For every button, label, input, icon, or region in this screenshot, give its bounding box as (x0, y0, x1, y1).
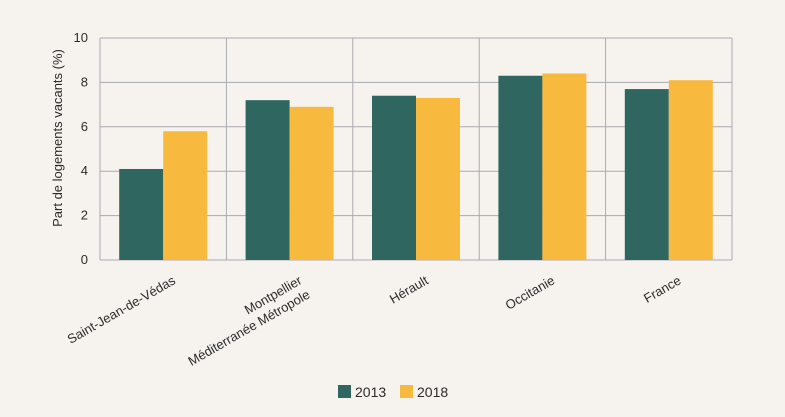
legend-swatch-2013 (338, 385, 351, 398)
legend-swatch-2018 (400, 385, 413, 398)
y-tick-label: 8 (81, 74, 88, 89)
x-category-label: Saint-Jean-de-Védas (65, 272, 179, 346)
x-category-label-line: France (641, 273, 684, 306)
y-tick-label: 10 (74, 30, 88, 45)
x-category-label-line: Hérault (387, 272, 431, 306)
bar-2018-0 (163, 131, 208, 260)
y-tick-label: 2 (81, 208, 88, 223)
y-tick-label: 0 (81, 252, 88, 267)
bar-2018-3 (542, 73, 587, 261)
y-tick-label: 4 (81, 163, 88, 178)
y-tick-label: 6 (81, 119, 88, 134)
x-category-label-line: Occitanie (503, 273, 557, 313)
bar-2018-1 (289, 106, 334, 260)
x-category-label: France (641, 273, 684, 306)
bar-2018-4 (668, 80, 713, 261)
bar-2018-2 (416, 97, 460, 260)
bar-2013-4 (624, 89, 669, 260)
legend-label-2018: 2018 (417, 384, 448, 400)
bars (119, 73, 713, 261)
bar-2013-2 (372, 95, 416, 260)
x-category-labels: Saint-Jean-de-Védas MontpellierMéditerran… (65, 272, 684, 368)
x-category-label-line: Saint-Jean-de-Védas (65, 272, 179, 346)
y-tick-labels: 0 2 4 6 8 10 (74, 30, 88, 267)
bar-2013-1 (245, 100, 290, 260)
x-category-label-line: Méditerranée Métropole (185, 287, 312, 369)
x-category-label: Hérault (387, 272, 431, 306)
x-category-label: Occitanie (503, 273, 557, 313)
bar-2013-3 (498, 75, 543, 261)
bar-2013-0 (119, 168, 164, 260)
x-category-label: MontpellierMéditerranée Métropole (177, 272, 313, 368)
y-axis-title: Part de logements vacants (%) (50, 49, 65, 227)
legend: 2013 2018 (338, 384, 448, 400)
legend-label-2013: 2013 (355, 384, 386, 400)
